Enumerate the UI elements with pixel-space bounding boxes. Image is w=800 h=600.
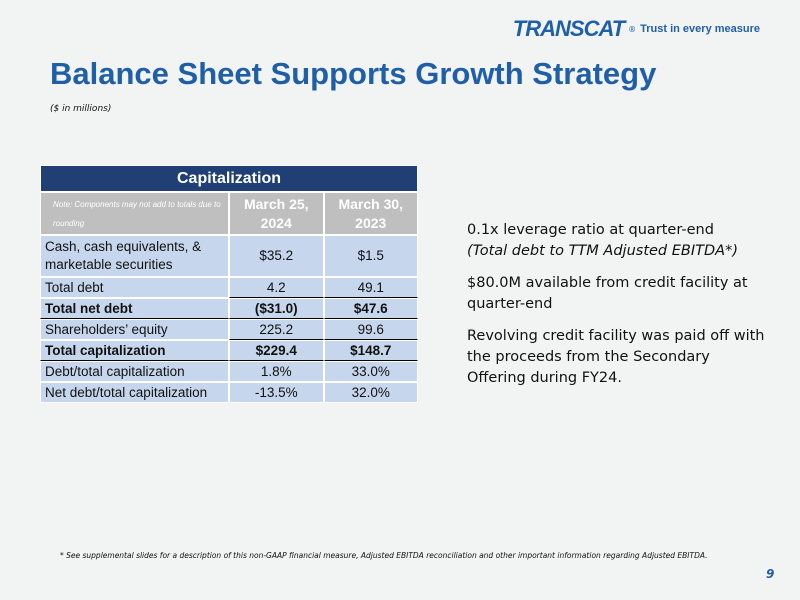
table-title: Capitalization bbox=[40, 165, 418, 192]
row-label: Cash, cash equivalents, & marketable sec… bbox=[40, 235, 229, 277]
bullet: $80.0M available from credit facility at… bbox=[467, 273, 767, 315]
logo-tagline: Trust in every measure bbox=[640, 23, 760, 35]
logo-name: TRANSCAT bbox=[512, 16, 625, 41]
bullet-text: $80.0M available from credit facility at… bbox=[467, 275, 748, 312]
cell: 49.1 bbox=[323, 277, 418, 298]
cell: $229.4 bbox=[229, 340, 324, 361]
cell: $1.5 bbox=[323, 235, 418, 277]
footnote: * See supplemental slides for a descript… bbox=[60, 551, 708, 560]
cell: 33.0% bbox=[323, 361, 418, 382]
cell: 32.0% bbox=[323, 382, 418, 403]
row-label: Debt/total capitalization bbox=[40, 361, 229, 382]
bullet-note: (Total debt to TTM Adjusted EBITDA*) bbox=[467, 243, 738, 259]
page-number: 9 bbox=[766, 567, 775, 581]
logo: TRANSCAT ® Trust in every measure bbox=[513, 16, 760, 42]
cell: 99.6 bbox=[323, 319, 418, 340]
row-label: Total debt bbox=[40, 277, 229, 298]
table-note: Note: Components may not add to totals d… bbox=[40, 192, 229, 235]
cell: 4.2 bbox=[229, 277, 324, 298]
bullet-text: 0.1x leverage ratio at quarter-end bbox=[467, 222, 714, 238]
bullet: Revolving credit facility was paid off w… bbox=[467, 326, 767, 389]
row-label: Total capitalization bbox=[40, 340, 229, 361]
column-header: March 30, 2023 bbox=[323, 192, 418, 235]
bullet-text: Revolving credit facility was paid off w… bbox=[467, 328, 765, 386]
row-label: Net debt/total capitalization bbox=[40, 382, 229, 403]
logo-mark: ® bbox=[628, 24, 637, 34]
subtitle: ($ in millions) bbox=[50, 104, 112, 114]
column-header: March 25, 2024 bbox=[229, 192, 324, 235]
cell: 225.2 bbox=[229, 319, 324, 340]
cell: $47.6 bbox=[323, 298, 418, 319]
cell: $148.7 bbox=[323, 340, 418, 361]
title: Balance Sheet Supports Growth Strategy bbox=[50, 56, 657, 91]
bullet: 0.1x leverage ratio at quarter-end (Total… bbox=[467, 220, 767, 262]
cell: ($31.0) bbox=[229, 298, 324, 319]
table: Capitalization Note: Components may not … bbox=[40, 165, 418, 403]
cell: $35.2 bbox=[229, 235, 324, 277]
bullets: 0.1x leverage ratio at quarter-end (Total… bbox=[467, 220, 767, 400]
row-label: Total net debt bbox=[40, 298, 229, 319]
cell: -13.5% bbox=[229, 382, 324, 403]
cell: 1.8% bbox=[229, 361, 324, 382]
row-label: Shareholders’ equity bbox=[40, 319, 229, 340]
